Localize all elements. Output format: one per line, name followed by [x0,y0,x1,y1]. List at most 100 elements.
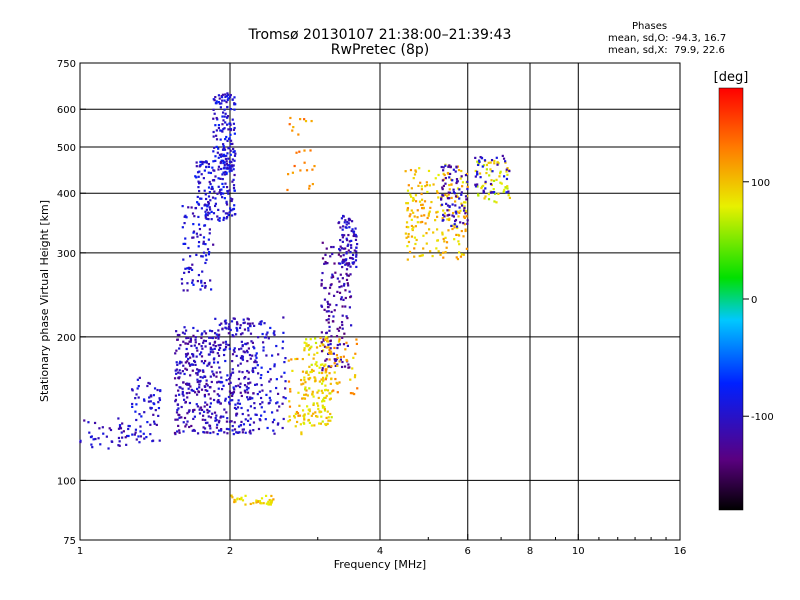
data-point [196,329,199,332]
data-point [261,332,264,336]
data-point [420,192,423,196]
data-point [328,292,331,295]
data-point [194,336,197,339]
data-point [336,364,339,367]
data-point [491,170,494,173]
data-point [336,391,339,394]
data-point [445,202,448,205]
data-point [221,99,224,102]
data-point [490,158,494,162]
data-point [232,184,236,187]
data-point [446,197,450,200]
data-point [246,322,250,325]
data-point [252,345,255,348]
data-point [265,393,268,396]
data-point [207,253,211,256]
data-point [422,234,425,237]
data-point [139,435,143,438]
data-point [477,163,480,167]
data-point [149,406,152,409]
data-point [448,209,451,212]
data-point [118,440,121,443]
data-point [458,197,461,200]
data-point [284,387,287,390]
data-point [188,401,192,405]
data-point [307,412,310,415]
data-point [108,427,111,430]
data-point [249,322,252,325]
data-point [225,200,228,203]
data-point [351,228,354,231]
data-point [500,182,503,185]
data-point [231,496,234,499]
data-point [143,437,146,440]
data-point [189,374,192,377]
data-point [221,123,224,126]
data-point [303,347,306,350]
data-point [422,247,425,250]
data-point [200,360,204,363]
data-point [228,382,231,385]
data-point [339,355,342,359]
data-point [343,260,346,263]
data-point [214,332,217,335]
data-point [143,411,146,414]
data-point [346,220,349,224]
data-point [199,160,202,164]
data-point [237,431,240,434]
data-point [487,198,491,201]
data-point [224,399,227,402]
data-point [347,264,350,267]
data-point [416,216,419,219]
data-point [348,240,351,243]
y-tick-label: 400 [57,189,76,200]
data-point [346,344,349,348]
data-point [203,169,206,172]
data-point [325,394,328,398]
data-point [488,174,491,177]
data-point [225,154,228,157]
data-point [441,231,444,234]
data-point [345,315,348,318]
data-point [439,253,442,256]
data-point [222,160,225,164]
data-point [220,381,224,384]
data-point [238,326,242,330]
data-point [407,226,410,229]
data-point [256,500,259,503]
data-point [260,497,264,500]
data-point [226,105,229,109]
data-point [320,304,323,307]
data-point [239,333,243,336]
data-point [249,432,252,435]
data-point [223,127,226,130]
data-point [493,191,496,194]
data-point [324,396,327,399]
data-point [213,190,216,193]
data-point [206,214,209,217]
data-point [348,290,351,293]
data-point [442,218,445,222]
data-point [350,239,353,242]
data-point [454,195,458,198]
data-point [200,336,203,340]
data-point [215,426,219,429]
data-point [233,317,236,320]
data-point [463,205,466,208]
data-point [325,376,328,379]
data-point [455,180,459,183]
data-point [241,371,244,374]
data-point [454,218,458,222]
data-point [342,254,345,257]
data-point [315,414,318,418]
data-point [248,431,251,434]
data-point [204,197,208,201]
data-point [197,273,201,277]
data-point [179,372,182,375]
data-point [499,170,502,173]
data-point [344,305,347,308]
data-point [155,423,158,427]
data-point [222,119,225,122]
data-point [334,377,337,381]
data-point [214,317,217,320]
